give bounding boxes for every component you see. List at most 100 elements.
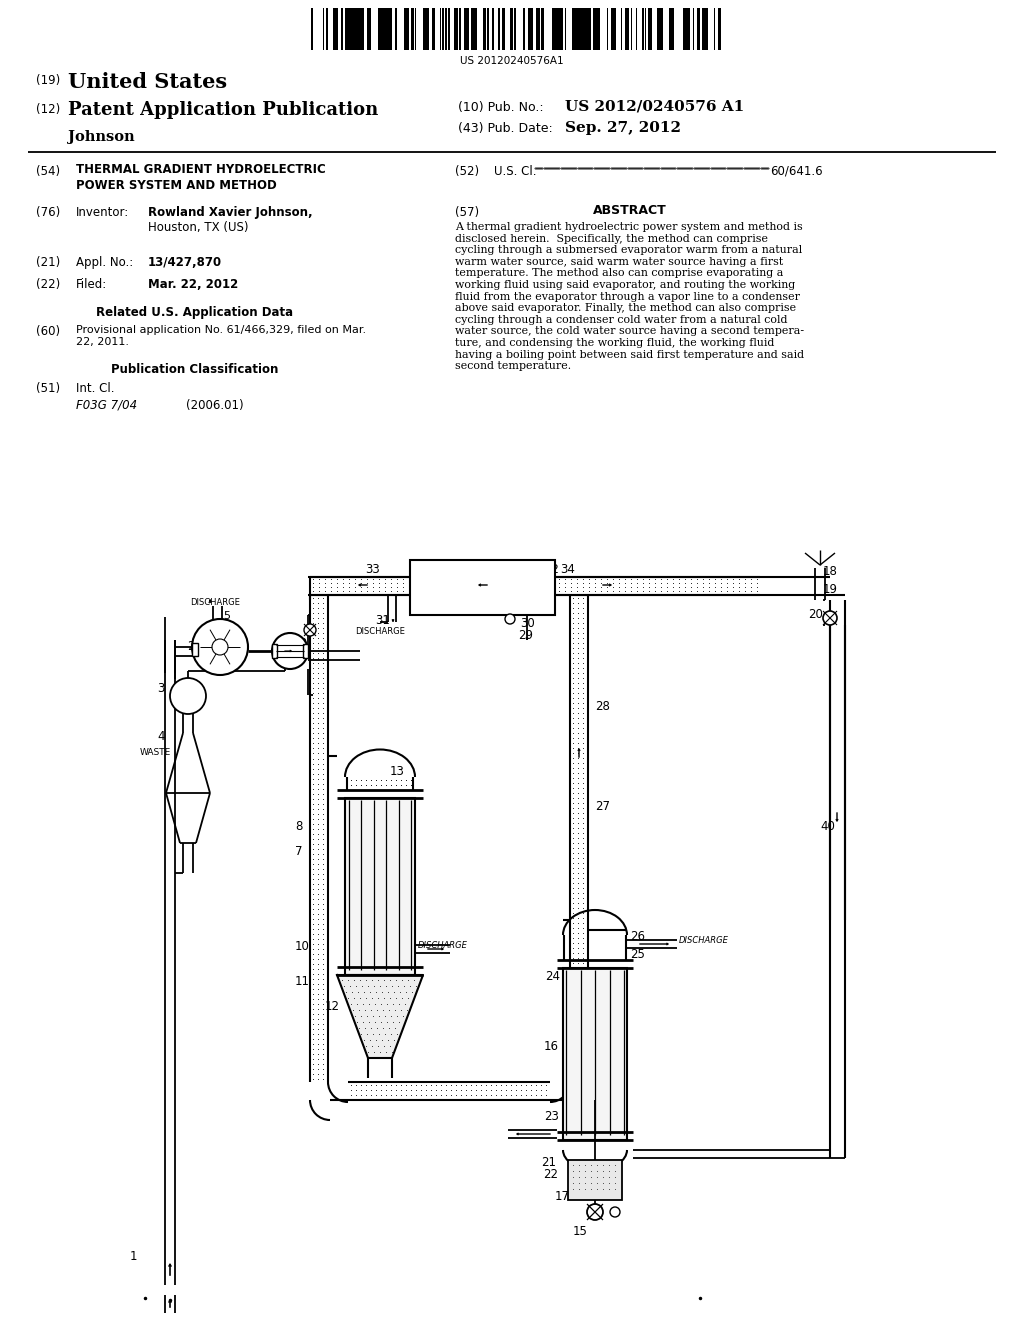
Bar — [498, 8, 500, 50]
Bar — [466, 8, 469, 50]
Text: ABSTRACT: ABSTRACT — [593, 205, 667, 216]
Text: (51): (51) — [36, 381, 60, 395]
Text: (43) Pub. Date:: (43) Pub. Date: — [458, 121, 553, 135]
Bar — [383, 8, 385, 50]
Text: 20: 20 — [808, 609, 823, 620]
Text: Sep. 27, 2012: Sep. 27, 2012 — [565, 121, 681, 135]
Circle shape — [823, 611, 837, 624]
Text: 29: 29 — [518, 630, 534, 642]
Bar — [352, 8, 355, 50]
Text: 14: 14 — [390, 960, 406, 973]
Bar — [660, 8, 663, 50]
Text: 60/641.6: 60/641.6 — [770, 165, 822, 178]
Bar — [411, 8, 414, 50]
Bar — [597, 8, 600, 50]
Text: F03G 7/04: F03G 7/04 — [76, 399, 137, 412]
Text: 9: 9 — [299, 638, 306, 648]
Circle shape — [610, 1206, 620, 1217]
Bar — [483, 8, 486, 50]
Text: A thermal gradient hydroelectric power system and method is
disclosed herein.  S: A thermal gradient hydroelectric power s… — [455, 222, 804, 371]
Text: U.S. Cl.: U.S. Cl. — [494, 165, 541, 178]
Circle shape — [193, 619, 248, 675]
Text: Johnson: Johnson — [68, 129, 134, 144]
Text: (22): (22) — [36, 279, 60, 290]
Text: 15: 15 — [573, 1225, 588, 1238]
Text: (76): (76) — [36, 206, 60, 219]
Text: 6: 6 — [274, 638, 281, 648]
Text: DISCHARGE: DISCHARGE — [418, 941, 468, 950]
Bar — [426, 8, 429, 50]
Bar — [510, 8, 513, 50]
Bar — [583, 8, 586, 50]
Text: 16: 16 — [544, 1040, 559, 1053]
Text: 32: 32 — [544, 564, 559, 576]
Text: DISCHARGE: DISCHARGE — [190, 598, 240, 607]
Bar — [390, 8, 392, 50]
Bar — [648, 8, 651, 50]
Bar — [627, 8, 629, 50]
Bar — [642, 8, 644, 50]
Text: 22: 22 — [543, 1168, 558, 1181]
Bar — [502, 8, 505, 50]
Bar — [410, 560, 555, 615]
Text: (19): (19) — [36, 74, 60, 87]
Text: Related U.S. Application Data: Related U.S. Application Data — [96, 306, 294, 319]
Text: 3: 3 — [157, 682, 165, 696]
Bar — [407, 8, 409, 50]
Text: Mar. 22, 2012: Mar. 22, 2012 — [148, 279, 239, 290]
Bar — [563, 968, 627, 1140]
Text: Publication Classification: Publication Classification — [112, 363, 279, 376]
Bar — [514, 8, 516, 50]
Bar — [193, 643, 198, 656]
Bar — [688, 8, 690, 50]
Bar — [705, 8, 706, 50]
Bar — [575, 8, 578, 50]
Bar — [386, 8, 388, 50]
Text: 12: 12 — [325, 1001, 340, 1012]
Text: 2: 2 — [187, 640, 195, 653]
Text: 28: 28 — [595, 700, 610, 713]
Bar — [388, 8, 390, 50]
Text: (21): (21) — [36, 256, 60, 269]
Circle shape — [587, 1204, 603, 1220]
Bar — [541, 8, 543, 50]
Text: 13/427,870: 13/427,870 — [148, 256, 222, 269]
Text: US 2012/0240576 A1: US 2012/0240576 A1 — [565, 100, 744, 114]
Text: (52): (52) — [455, 165, 479, 178]
Bar — [706, 8, 708, 50]
Bar — [424, 8, 426, 50]
Text: Patent Application Publication: Patent Application Publication — [68, 102, 378, 119]
Bar — [471, 8, 474, 50]
Bar — [379, 8, 382, 50]
Text: 7: 7 — [295, 845, 302, 858]
Bar — [671, 8, 674, 50]
Bar — [464, 8, 466, 50]
Bar — [683, 8, 686, 50]
Text: (60): (60) — [36, 325, 60, 338]
Bar — [335, 8, 337, 50]
Text: 5: 5 — [223, 611, 230, 620]
Bar — [326, 8, 328, 50]
Bar — [459, 8, 461, 50]
Bar — [523, 8, 525, 50]
Bar — [456, 8, 458, 50]
Text: 31: 31 — [375, 614, 390, 627]
Bar — [572, 8, 574, 50]
Bar — [625, 8, 627, 50]
Bar — [272, 644, 278, 657]
Text: THERMAL GRADIENT HYDROELECTRIC: THERMAL GRADIENT HYDROELECTRIC — [76, 162, 326, 176]
Text: Provisional application No. 61/466,329, filed on Mar.
22, 2011.: Provisional application No. 61/466,329, … — [76, 325, 367, 347]
Text: (2006.01): (2006.01) — [186, 399, 244, 412]
Text: 13: 13 — [390, 766, 404, 777]
Bar — [445, 8, 447, 50]
Text: (54): (54) — [36, 165, 60, 178]
Text: POWER SYSTEM AND METHOD: POWER SYSTEM AND METHOD — [76, 180, 276, 191]
Circle shape — [272, 634, 308, 669]
Polygon shape — [337, 975, 423, 1059]
Text: Rowland Xavier Johnson,: Rowland Xavier Johnson, — [148, 206, 312, 219]
Text: WASTE: WASTE — [140, 748, 171, 756]
Text: 33: 33 — [365, 564, 380, 576]
Text: 21: 21 — [541, 1156, 556, 1170]
Bar — [531, 8, 534, 50]
Bar — [580, 8, 583, 50]
